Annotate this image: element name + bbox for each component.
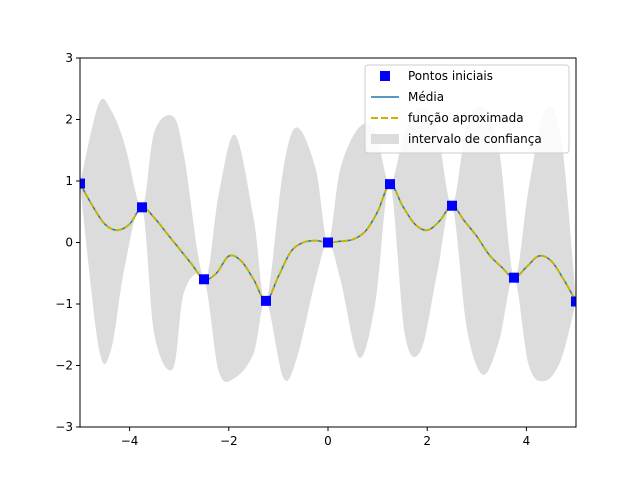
x-tick-label: −2	[220, 434, 238, 448]
y-tick-label: 1	[65, 174, 73, 188]
initial-point-marker	[199, 274, 209, 285]
confidence-band	[80, 98, 576, 383]
legend: Pontos iniciais Média função aproximada int…	[364, 64, 570, 154]
initial-point-marker	[80, 178, 85, 189]
y-tick-label: 2	[65, 113, 73, 127]
y-tick-label: −2	[55, 359, 73, 373]
legend-box	[364, 64, 570, 154]
initial-point-marker	[261, 295, 271, 306]
initial-point-marker	[571, 296, 576, 307]
y-tick-label: 3	[65, 51, 73, 65]
x-tick-label: 2	[423, 434, 431, 448]
initial-point-marker	[323, 237, 333, 248]
legend-swatch-confidence-interval	[371, 134, 399, 144]
y-tick-label: −3	[55, 420, 73, 434]
initial-point-marker	[385, 179, 395, 190]
y-tick-label: −1	[55, 297, 73, 311]
x-tick-label: 4	[523, 434, 531, 448]
y-tick-label: 0	[65, 236, 73, 250]
legend-label: Média	[408, 90, 444, 104]
legend-label: intervalo de confiança	[408, 132, 542, 146]
axes: −4 −2 0 2 4 −3 −2 −1 0 1 2 3	[55, 51, 577, 448]
initial-point-marker	[447, 200, 457, 211]
legend-label: Pontos iniciais	[408, 69, 493, 83]
plot-area	[80, 98, 576, 383]
initial-point-marker	[509, 272, 519, 283]
initial-point-marker	[137, 202, 147, 213]
legend-label: função aproximada	[408, 111, 524, 125]
x-tick-label: −4	[121, 434, 139, 448]
legend-swatch-initial-points	[380, 71, 390, 81]
x-tick-label: 0	[324, 434, 332, 448]
